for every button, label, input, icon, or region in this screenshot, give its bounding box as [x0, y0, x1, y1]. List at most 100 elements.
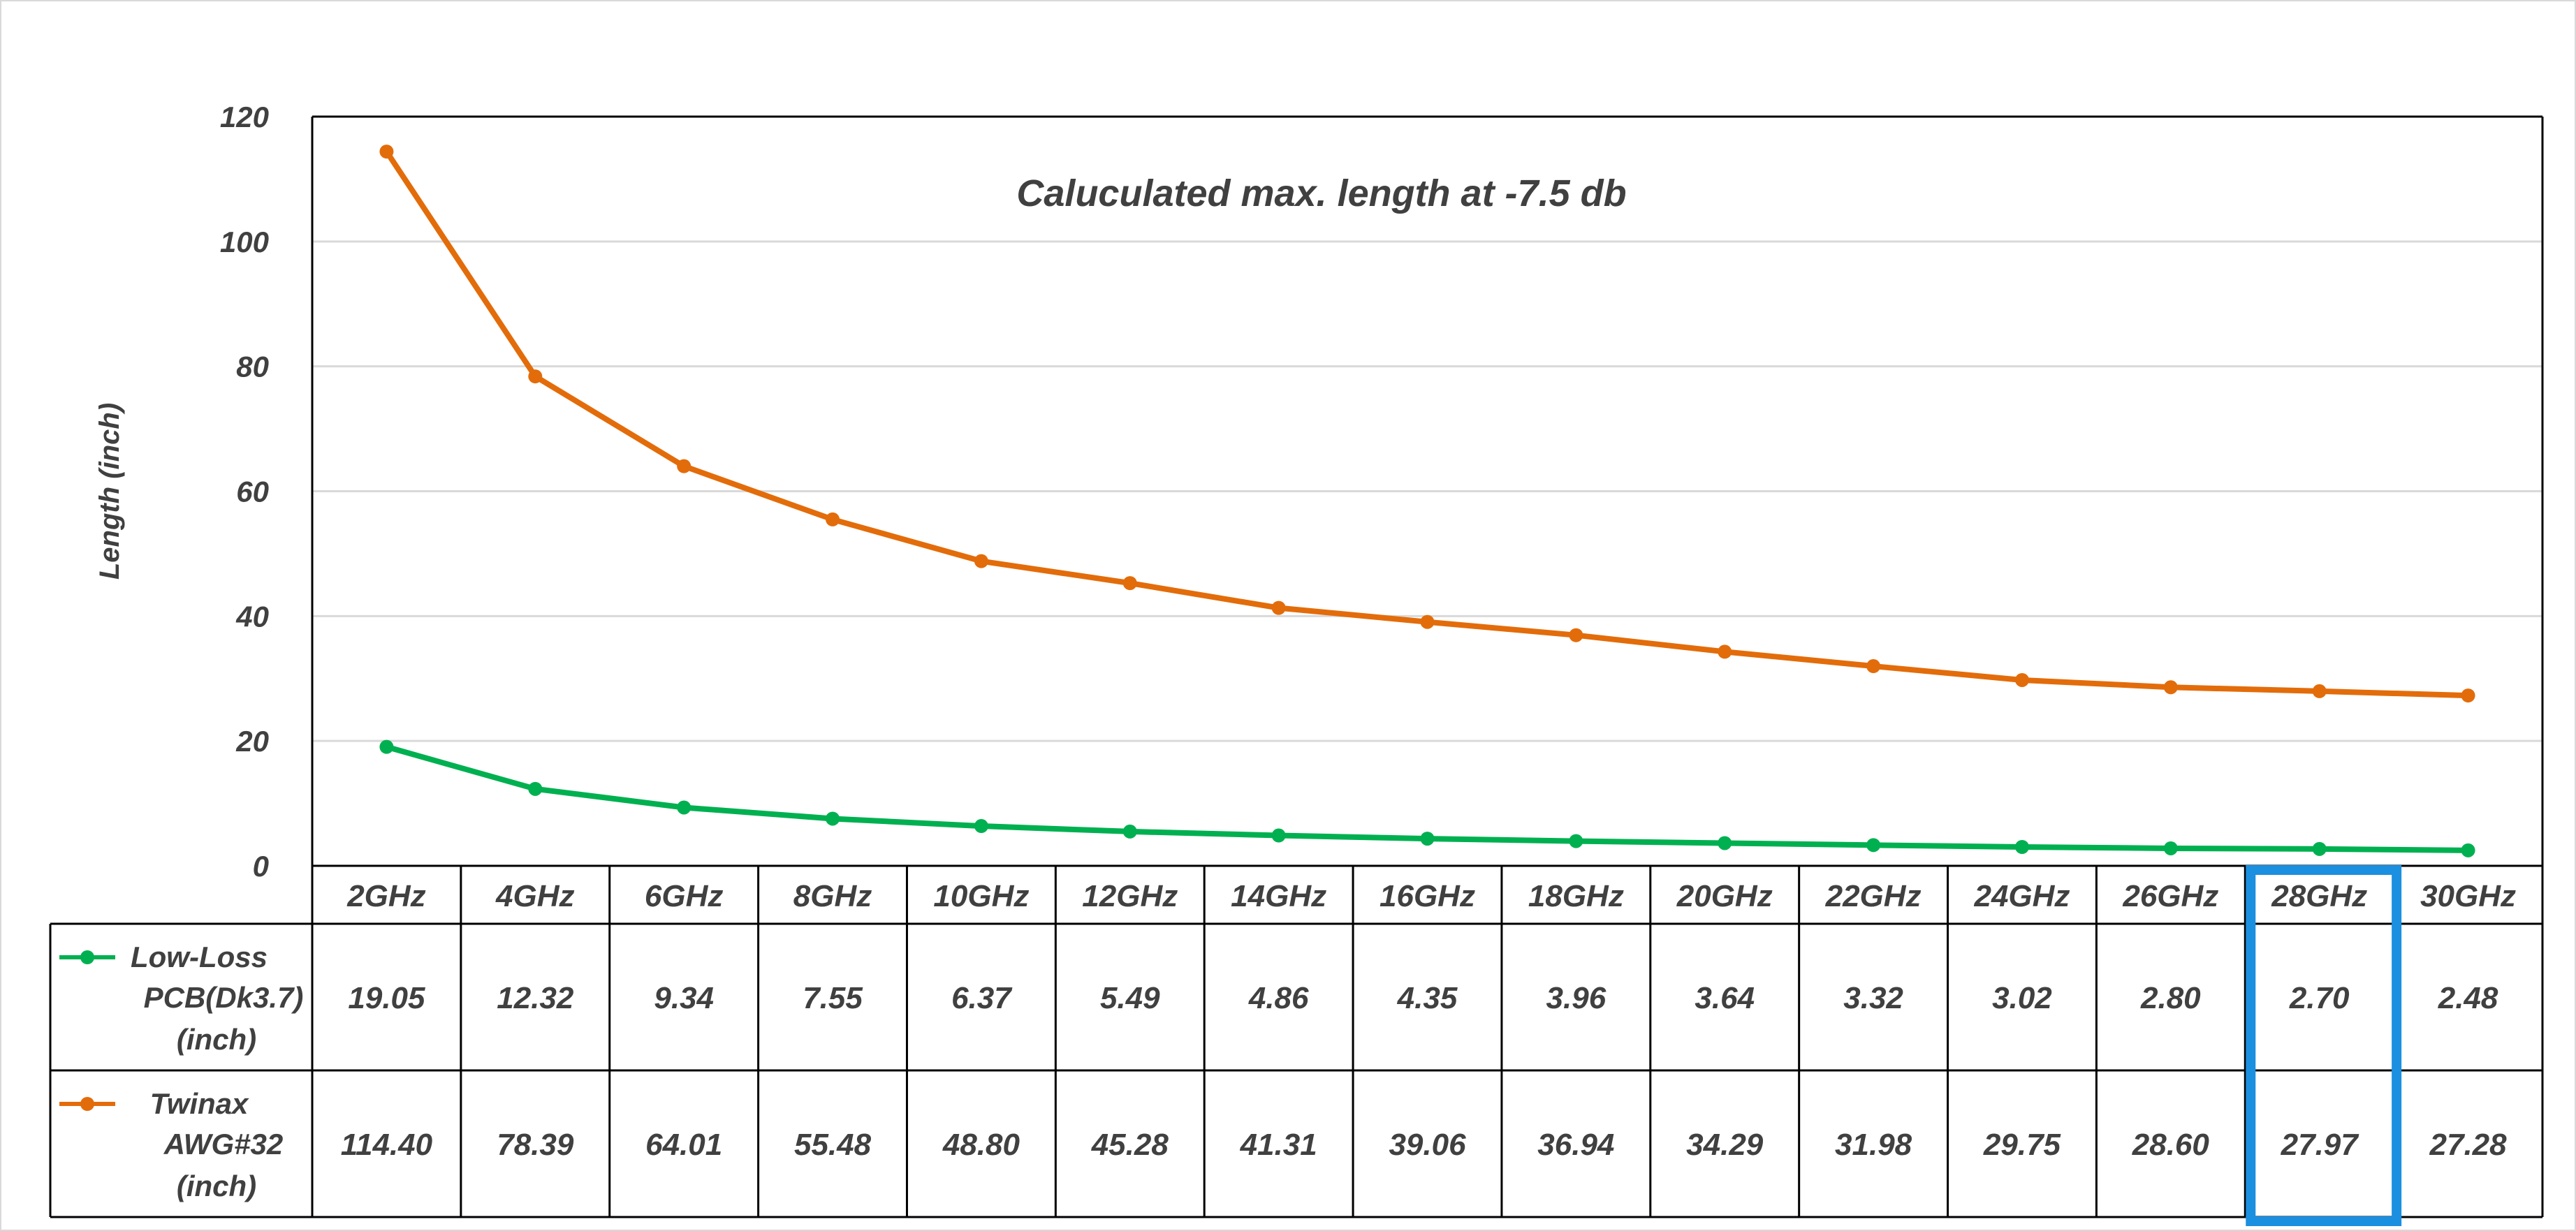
- series-lines: [379, 145, 2475, 857]
- x-category-label: 4GHz: [495, 879, 574, 913]
- y-tick-label: 0: [253, 850, 269, 883]
- table-value: 4.86: [1248, 981, 1309, 1015]
- y-tick-label: 120: [220, 101, 269, 133]
- y-tick-label: 20: [235, 725, 269, 758]
- x-category-label: 26GHz: [2122, 879, 2218, 913]
- table-value: 3.02: [1992, 981, 2052, 1015]
- data-point: [1271, 828, 1286, 843]
- table-value: 48.80: [942, 1128, 1020, 1162]
- gridlines: [312, 240, 2542, 742]
- x-category-label: 30GHz: [2420, 879, 2516, 913]
- data-point: [379, 145, 394, 159]
- data-point: [379, 739, 394, 754]
- x-category-label: 20GHz: [1676, 879, 1773, 913]
- data-point: [1569, 834, 1583, 848]
- data-point: [1420, 614, 1435, 629]
- data-point: [1122, 576, 1137, 591]
- legend-label-line: (inch): [177, 1023, 256, 1056]
- table-value: 2.80: [2140, 981, 2201, 1015]
- table-value: 27.28: [2429, 1128, 2508, 1162]
- table-value: 55.48: [794, 1128, 872, 1162]
- x-category-label: 12GHz: [1082, 879, 1178, 913]
- data-point: [1718, 836, 1732, 850]
- table-value: 3.64: [1695, 981, 1755, 1015]
- table-value: 78.39: [497, 1128, 574, 1162]
- data-point: [826, 811, 840, 826]
- data-point: [2461, 843, 2475, 857]
- data-point: [1420, 832, 1435, 846]
- table-value: 3.96: [1546, 981, 1607, 1015]
- data-point: [2163, 680, 2178, 695]
- data-table: 2GHz 4GHz 6GHz 8GHz 10GHz 12GHz 14GHz 16GHz 18GH…: [49, 864, 2544, 1218]
- table-value: 7.55: [803, 981, 863, 1015]
- x-category-label: 16GHz: [1380, 879, 1475, 913]
- table-value: 64.01: [645, 1128, 722, 1162]
- x-category-label: 10GHz: [933, 879, 1029, 913]
- data-point: [2461, 688, 2475, 703]
- data-point: [528, 369, 543, 384]
- table-value: 5.49: [1100, 981, 1160, 1015]
- table-value: 19.05: [348, 981, 425, 1015]
- table-value: 114.40: [341, 1128, 433, 1162]
- data-point: [1271, 600, 1286, 615]
- data-point: [826, 512, 840, 526]
- data-point: [1718, 644, 1732, 659]
- data-point: [974, 819, 988, 834]
- legend-label-line: Twinax: [150, 1087, 249, 1120]
- data-point: [1866, 659, 1881, 674]
- table-value: 45.28: [1091, 1128, 1169, 1162]
- data-point: [1122, 824, 1137, 839]
- y-tick-label: 60: [236, 476, 269, 508]
- x-category-label: 2GHz: [346, 879, 425, 913]
- legend-label-line: AWG#32: [163, 1128, 283, 1160]
- table-value: 36.94: [1537, 1128, 1614, 1162]
- x-category-label: 24GHz: [1973, 879, 2070, 913]
- chart-title: Caluculated max. length at -7.5 db: [1016, 172, 1626, 214]
- data-point: [2163, 841, 2178, 855]
- data-point: [2014, 839, 2029, 854]
- table-value: 39.06: [1389, 1128, 1466, 1162]
- table-value: 31.98: [1835, 1128, 1912, 1162]
- y-tick-label: 40: [235, 600, 269, 633]
- y-axis-title: Length (inch): [94, 403, 125, 580]
- data-point: [677, 800, 691, 815]
- x-category-label: 28GHz: [2271, 879, 2367, 913]
- table-value: 2.48: [2438, 981, 2498, 1015]
- data-point: [974, 554, 988, 568]
- y-tick-label: 100: [220, 226, 269, 258]
- legend-label-line: PCB(Dk3.7): [144, 981, 304, 1014]
- x-category-label: 18GHz: [1528, 879, 1624, 913]
- y-tick-label: 80: [236, 351, 269, 383]
- x-category-label: 22GHz: [1825, 879, 1922, 913]
- highlight-box-28ghz: [2246, 865, 2402, 1226]
- legend-label-line: Low-Loss: [131, 941, 268, 973]
- table-value: 34.29: [1686, 1128, 1764, 1162]
- table-value: 2.70: [2289, 981, 2350, 1015]
- table-value: 28.60: [2132, 1128, 2210, 1162]
- legend-marker-1: [80, 950, 94, 964]
- table-value: 4.35: [1397, 981, 1458, 1015]
- x-category-label: 14GHz: [1231, 879, 1326, 913]
- data-point: [2312, 841, 2327, 856]
- table-value: 41.31: [1240, 1128, 1317, 1162]
- data-point: [528, 781, 543, 796]
- data-point: [677, 459, 691, 473]
- legend-label-line: (inch): [177, 1170, 256, 1202]
- legend-marker-2: [80, 1097, 94, 1111]
- table-value: 29.75: [1983, 1128, 2061, 1162]
- x-category-label: 6GHz: [645, 879, 723, 913]
- table-value: 6.37: [951, 981, 1013, 1015]
- table-value: 3.32: [1843, 981, 1903, 1015]
- series-line-2: [383, 149, 2471, 699]
- data-point: [1866, 838, 1881, 853]
- data-point: [2312, 684, 2327, 698]
- table-value: 27.97: [2281, 1128, 2360, 1162]
- plot-border: [311, 115, 2544, 866]
- table-value: 12.32: [497, 981, 574, 1015]
- y-axis-ticks: 0 20 40 60 80 100 120: [220, 101, 269, 883]
- data-point: [1569, 628, 1583, 642]
- table-value: 9.34: [654, 981, 714, 1015]
- x-category-label: 8GHz: [793, 879, 872, 913]
- data-point: [2014, 672, 2029, 687]
